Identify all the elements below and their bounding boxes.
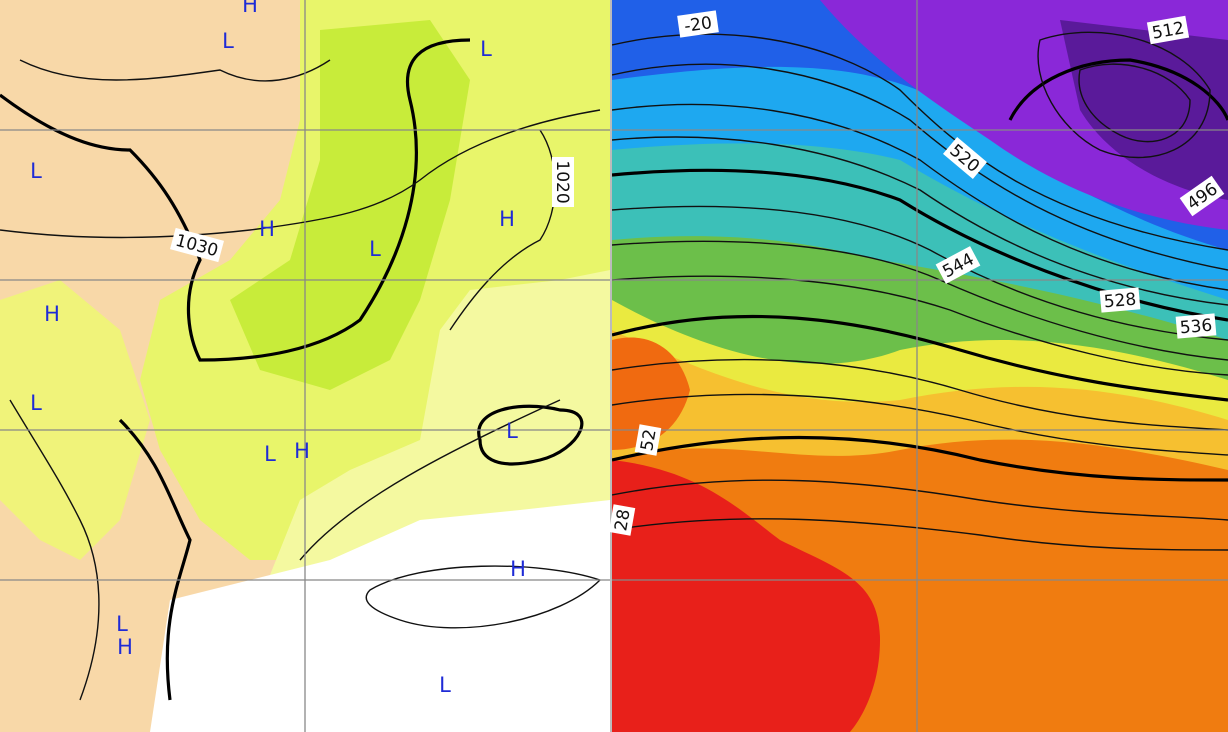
pressure-label: 1020 (552, 157, 574, 207)
contour-label-text: 528 (1103, 290, 1137, 313)
contour-label: 28 (608, 504, 636, 536)
isobar (299, 399, 561, 561)
pressure-center: L (369, 237, 381, 261)
temp-band (612, 460, 880, 732)
pressure-center: H (510, 557, 526, 581)
isobar (118, 418, 192, 701)
height-contour (612, 314, 1228, 402)
pressure-center: L (30, 391, 42, 415)
pressure-center: L (222, 29, 234, 53)
label-box (935, 246, 981, 284)
contour-label-text: -20 (683, 13, 713, 37)
label-box (1099, 287, 1141, 313)
panel-divider (610, 0, 612, 732)
upper-air-map (612, 0, 1228, 732)
contour-label: 52 (634, 424, 662, 456)
label-box (942, 137, 988, 179)
contour-label-text: 28 (611, 508, 634, 533)
pressure-center: H (44, 302, 60, 326)
label-box (634, 424, 662, 456)
pressure-center: H (499, 207, 515, 231)
pressure-center: H (259, 217, 275, 241)
pressure-center: L (30, 159, 42, 183)
isobar (9, 399, 100, 701)
precip-area (230, 20, 470, 390)
pressure-center: H (294, 439, 310, 463)
label-box (608, 504, 636, 536)
contour-label: -20 (677, 10, 719, 38)
pressure-center: L (264, 442, 276, 466)
pressure-center: L (506, 419, 518, 443)
pressure-center: H (117, 635, 133, 659)
isobar (365, 565, 602, 629)
precip-area (0, 280, 150, 560)
pressure-center: L (480, 37, 492, 61)
label-box (170, 227, 224, 263)
contour-label-text: 52 (637, 428, 660, 453)
label-box (1179, 175, 1225, 217)
isobar (19, 59, 331, 82)
contour-label-text: 536 (1179, 316, 1213, 339)
contour-label: 536 (1175, 313, 1217, 339)
ocean (150, 500, 610, 732)
label-box (1146, 15, 1190, 45)
pressure-center: L (116, 612, 128, 636)
height-contour (612, 435, 1228, 482)
isobar (0, 38, 471, 362)
temp-band (612, 337, 690, 450)
contour-label: 528 (1099, 287, 1141, 313)
pressure-center: L (439, 673, 451, 697)
height-contour (1008, 58, 1228, 121)
pressure-center: H (242, 0, 258, 17)
label-box (1175, 313, 1217, 339)
pressure-label-text: 1020 (552, 160, 572, 203)
isobar (0, 109, 601, 239)
surface-pressure-map (0, 0, 610, 732)
label-box (677, 10, 719, 38)
isobar (477, 404, 584, 466)
label-box (552, 157, 574, 207)
